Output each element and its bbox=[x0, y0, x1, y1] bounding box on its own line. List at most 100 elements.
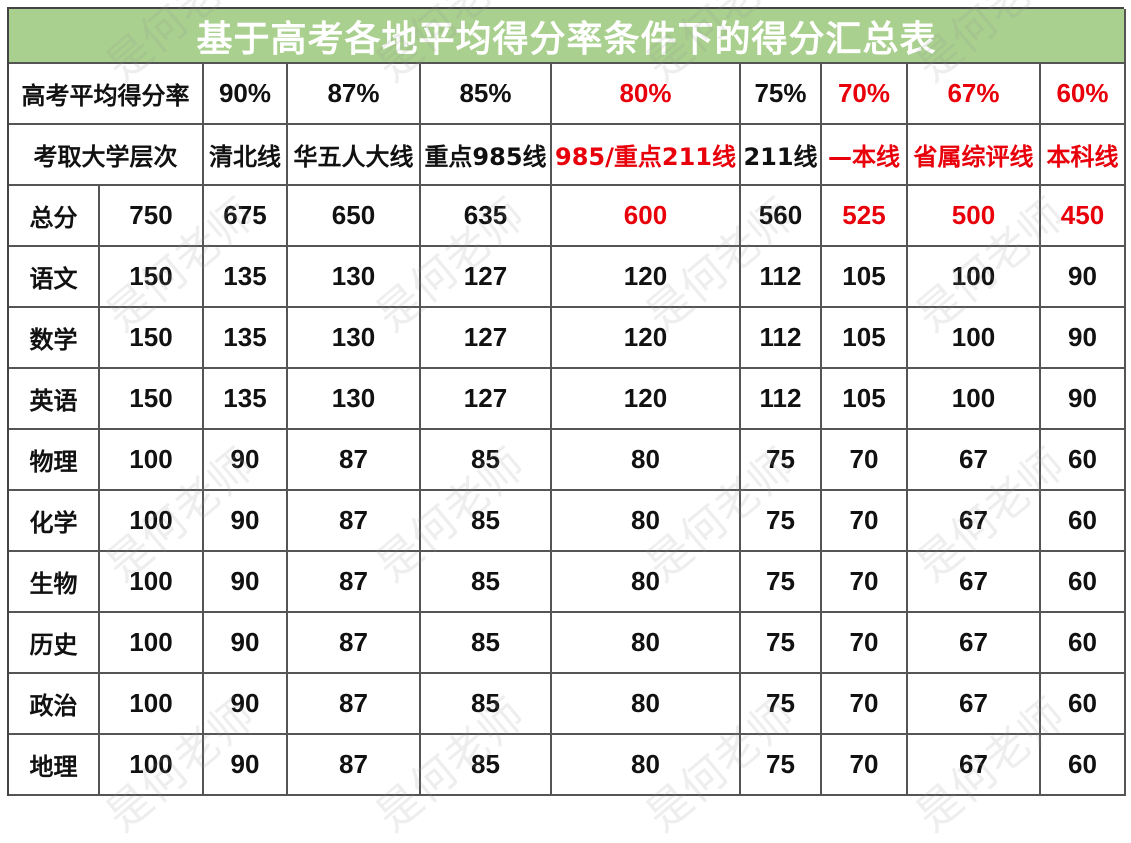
score-cell: 85 bbox=[421, 430, 552, 491]
score-cell: 67 bbox=[908, 491, 1041, 552]
score-cell: 120 bbox=[552, 247, 741, 308]
subject-label: 化学 bbox=[9, 491, 100, 552]
score-cell: 90 bbox=[204, 613, 288, 674]
score-cell: 87 bbox=[288, 552, 421, 613]
rate-cell: 75% bbox=[741, 64, 822, 125]
score-cell: 67 bbox=[908, 430, 1041, 491]
score-cell: 85 bbox=[421, 552, 552, 613]
score-cell: 90 bbox=[1041, 247, 1126, 308]
rate-cell: 70% bbox=[822, 64, 908, 125]
score-cell: 75 bbox=[741, 613, 822, 674]
subject-label: 数学 bbox=[9, 308, 100, 369]
score-cell: 70 bbox=[822, 674, 908, 735]
score-cell: 60 bbox=[1041, 735, 1126, 796]
subject-label: 生物 bbox=[9, 552, 100, 613]
score-summary-table: 基于高考各地平均得分率条件下的得分汇总表 高考平均得分率 90% 87% 85% 80% 7… bbox=[7, 7, 1126, 796]
score-cell: 650 bbox=[288, 186, 421, 247]
score-cell: 600 bbox=[552, 186, 741, 247]
score-cell: 60 bbox=[1041, 491, 1126, 552]
score-cell: 90 bbox=[1041, 308, 1126, 369]
score-cell: 105 bbox=[822, 369, 908, 430]
score-cell: 112 bbox=[741, 369, 822, 430]
score-cell: 87 bbox=[288, 735, 421, 796]
score-cell: 67 bbox=[908, 613, 1041, 674]
rate-cell: 60% bbox=[1041, 64, 1126, 125]
score-cell: 450 bbox=[1041, 186, 1126, 247]
score-cell: 112 bbox=[741, 247, 822, 308]
level-cell: 重点985线 bbox=[421, 125, 552, 186]
score-cell: 80 bbox=[552, 491, 741, 552]
score-cell: 70 bbox=[822, 491, 908, 552]
full-score-cell: 100 bbox=[100, 613, 204, 674]
score-cell: 60 bbox=[1041, 552, 1126, 613]
level-cell: 211线 bbox=[741, 125, 822, 186]
score-cell: 90 bbox=[204, 674, 288, 735]
score-cell: 130 bbox=[288, 308, 421, 369]
score-cell: 70 bbox=[822, 613, 908, 674]
subject-label: 总分 bbox=[9, 186, 100, 247]
score-cell: 635 bbox=[421, 186, 552, 247]
score-cell: 90 bbox=[204, 735, 288, 796]
score-cell: 67 bbox=[908, 735, 1041, 796]
score-cell: 560 bbox=[741, 186, 822, 247]
full-score-cell: 100 bbox=[100, 674, 204, 735]
score-cell: 75 bbox=[741, 735, 822, 796]
score-cell: 80 bbox=[552, 552, 741, 613]
score-cell: 100 bbox=[908, 369, 1041, 430]
level-cell: 省属综评线 bbox=[908, 125, 1041, 186]
score-cell: 135 bbox=[204, 247, 288, 308]
score-cell: 525 bbox=[822, 186, 908, 247]
full-score-cell: 100 bbox=[100, 735, 204, 796]
rate-cell: 67% bbox=[908, 64, 1041, 125]
level-cell: 985/重点211线 bbox=[552, 125, 741, 186]
score-cell: 127 bbox=[421, 247, 552, 308]
table-title: 基于高考各地平均得分率条件下的得分汇总表 bbox=[9, 9, 1126, 64]
score-cell: 87 bbox=[288, 430, 421, 491]
level-cell: 本科线 bbox=[1041, 125, 1126, 186]
score-cell: 675 bbox=[204, 186, 288, 247]
score-cell: 70 bbox=[822, 552, 908, 613]
score-cell: 90 bbox=[204, 430, 288, 491]
subject-label: 英语 bbox=[9, 369, 100, 430]
score-cell: 60 bbox=[1041, 613, 1126, 674]
full-score-cell: 100 bbox=[100, 491, 204, 552]
score-cell: 87 bbox=[288, 674, 421, 735]
level-cell: 清北线 bbox=[204, 125, 288, 186]
score-cell: 105 bbox=[822, 308, 908, 369]
subject-label: 政治 bbox=[9, 674, 100, 735]
subject-label: 历史 bbox=[9, 613, 100, 674]
rate-cell: 85% bbox=[421, 64, 552, 125]
score-cell: 80 bbox=[552, 430, 741, 491]
score-cell: 127 bbox=[421, 369, 552, 430]
score-cell: 130 bbox=[288, 369, 421, 430]
rate-row-label: 高考平均得分率 bbox=[9, 64, 204, 125]
score-cell: 105 bbox=[822, 247, 908, 308]
score-cell: 87 bbox=[288, 613, 421, 674]
rate-cell: 80% bbox=[552, 64, 741, 125]
score-cell: 135 bbox=[204, 308, 288, 369]
score-cell: 75 bbox=[741, 491, 822, 552]
score-cell: 135 bbox=[204, 369, 288, 430]
score-cell: 70 bbox=[822, 735, 908, 796]
score-cell: 70 bbox=[822, 430, 908, 491]
score-cell: 130 bbox=[288, 247, 421, 308]
rate-cell: 87% bbox=[288, 64, 421, 125]
score-cell: 127 bbox=[421, 308, 552, 369]
full-score-cell: 150 bbox=[100, 247, 204, 308]
score-cell: 80 bbox=[552, 735, 741, 796]
level-row-label: 考取大学层次 bbox=[9, 125, 204, 186]
score-cell: 87 bbox=[288, 491, 421, 552]
score-cell: 85 bbox=[421, 735, 552, 796]
score-cell: 67 bbox=[908, 674, 1041, 735]
score-cell: 75 bbox=[741, 674, 822, 735]
full-score-cell: 750 bbox=[100, 186, 204, 247]
score-cell: 90 bbox=[204, 552, 288, 613]
full-score-cell: 100 bbox=[100, 552, 204, 613]
rate-cell: 90% bbox=[204, 64, 288, 125]
subject-label: 物理 bbox=[9, 430, 100, 491]
score-cell: 75 bbox=[741, 430, 822, 491]
score-cell: 85 bbox=[421, 674, 552, 735]
full-score-cell: 100 bbox=[100, 430, 204, 491]
full-score-cell: 150 bbox=[100, 369, 204, 430]
full-score-cell: 150 bbox=[100, 308, 204, 369]
